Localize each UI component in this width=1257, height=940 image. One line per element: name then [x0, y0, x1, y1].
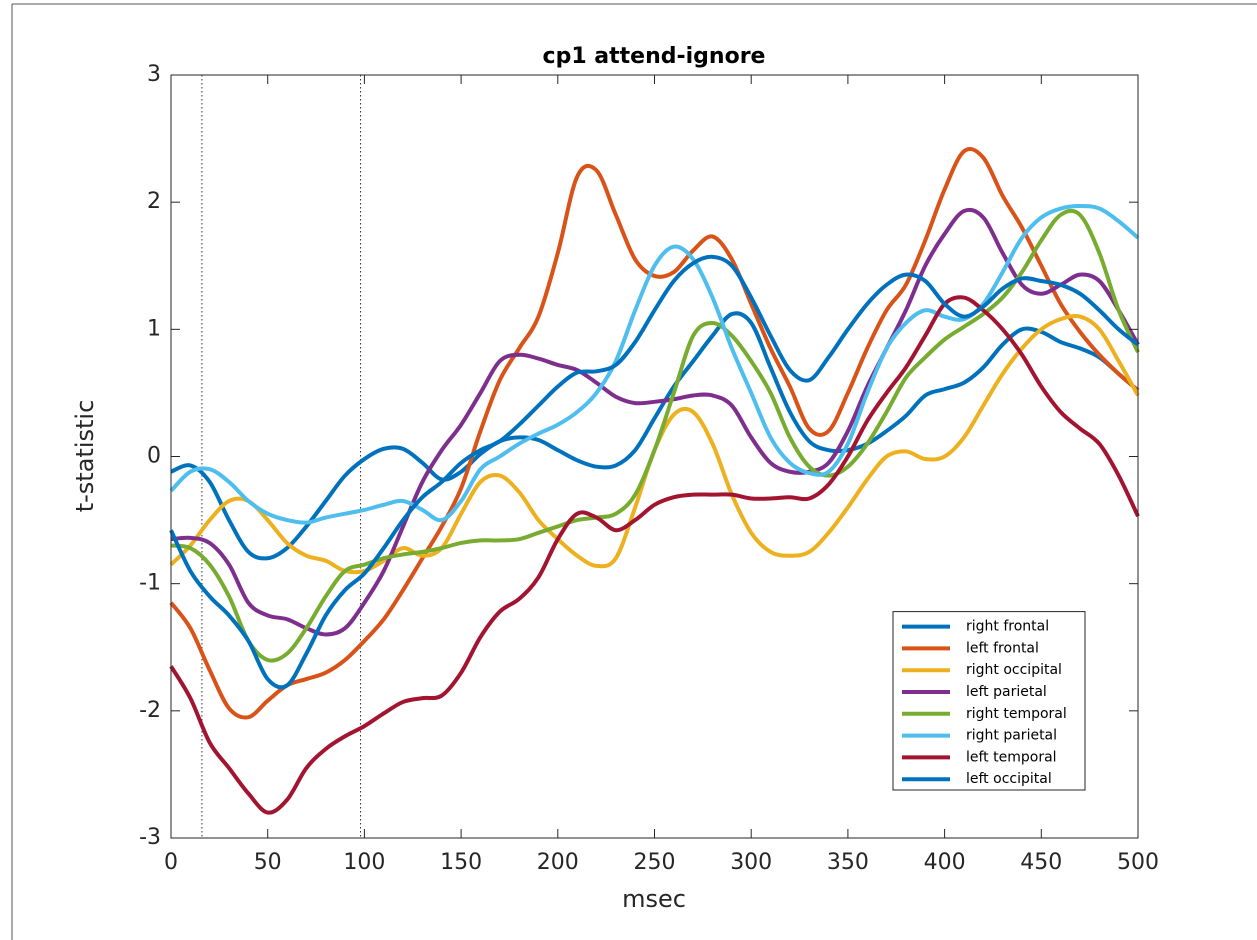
y-tick-label: 0 [147, 444, 161, 469]
data-line [169, 147, 1140, 720]
x-axis-label: msec [622, 885, 686, 913]
y-tick-label: -3 [139, 825, 161, 850]
x-tick-label: 300 [730, 850, 772, 875]
y-tick-label: 2 [147, 189, 161, 214]
y-tick-label: -2 [139, 698, 161, 723]
x-tick-label: 100 [343, 850, 385, 875]
legend-label: right parietal [966, 728, 1057, 744]
legend-label: left parietal [966, 684, 1047, 700]
y-tick-label: -1 [139, 571, 161, 596]
legend-label: right temporal [966, 706, 1067, 722]
x-tick-label: 400 [924, 850, 966, 875]
x-tick-label: 500 [1117, 850, 1159, 875]
legend-label: right occipital [966, 662, 1062, 678]
data-line [170, 208, 1140, 663]
legend-label: left occipital [966, 771, 1052, 787]
x-tick-label: 350 [827, 850, 869, 875]
x-tick-label: 150 [440, 850, 482, 875]
legend-label: left temporal [966, 749, 1057, 765]
legend-label: left frontal [966, 640, 1039, 656]
legend: right frontal left frontal right occipital… [892, 611, 1086, 791]
chart-title: cp1 attend-ignore [543, 44, 766, 69]
data-line [170, 311, 1140, 561]
y-tick-label: 1 [147, 316, 161, 341]
x-tick-label: 450 [1020, 850, 1062, 875]
data-line [170, 207, 1140, 637]
x-tick-label: 250 [634, 850, 676, 875]
x-tick-label: 200 [537, 850, 579, 875]
data-line [169, 254, 1140, 690]
x-tick-label: 0 [164, 850, 178, 875]
data-line [169, 295, 1140, 815]
x-tick-label: 50 [254, 850, 282, 875]
y-tick-label: 3 [147, 62, 161, 87]
legend-label: right frontal [966, 619, 1049, 635]
legend-box [892, 611, 1086, 791]
y-axis-label: t-statistic [71, 400, 99, 513]
